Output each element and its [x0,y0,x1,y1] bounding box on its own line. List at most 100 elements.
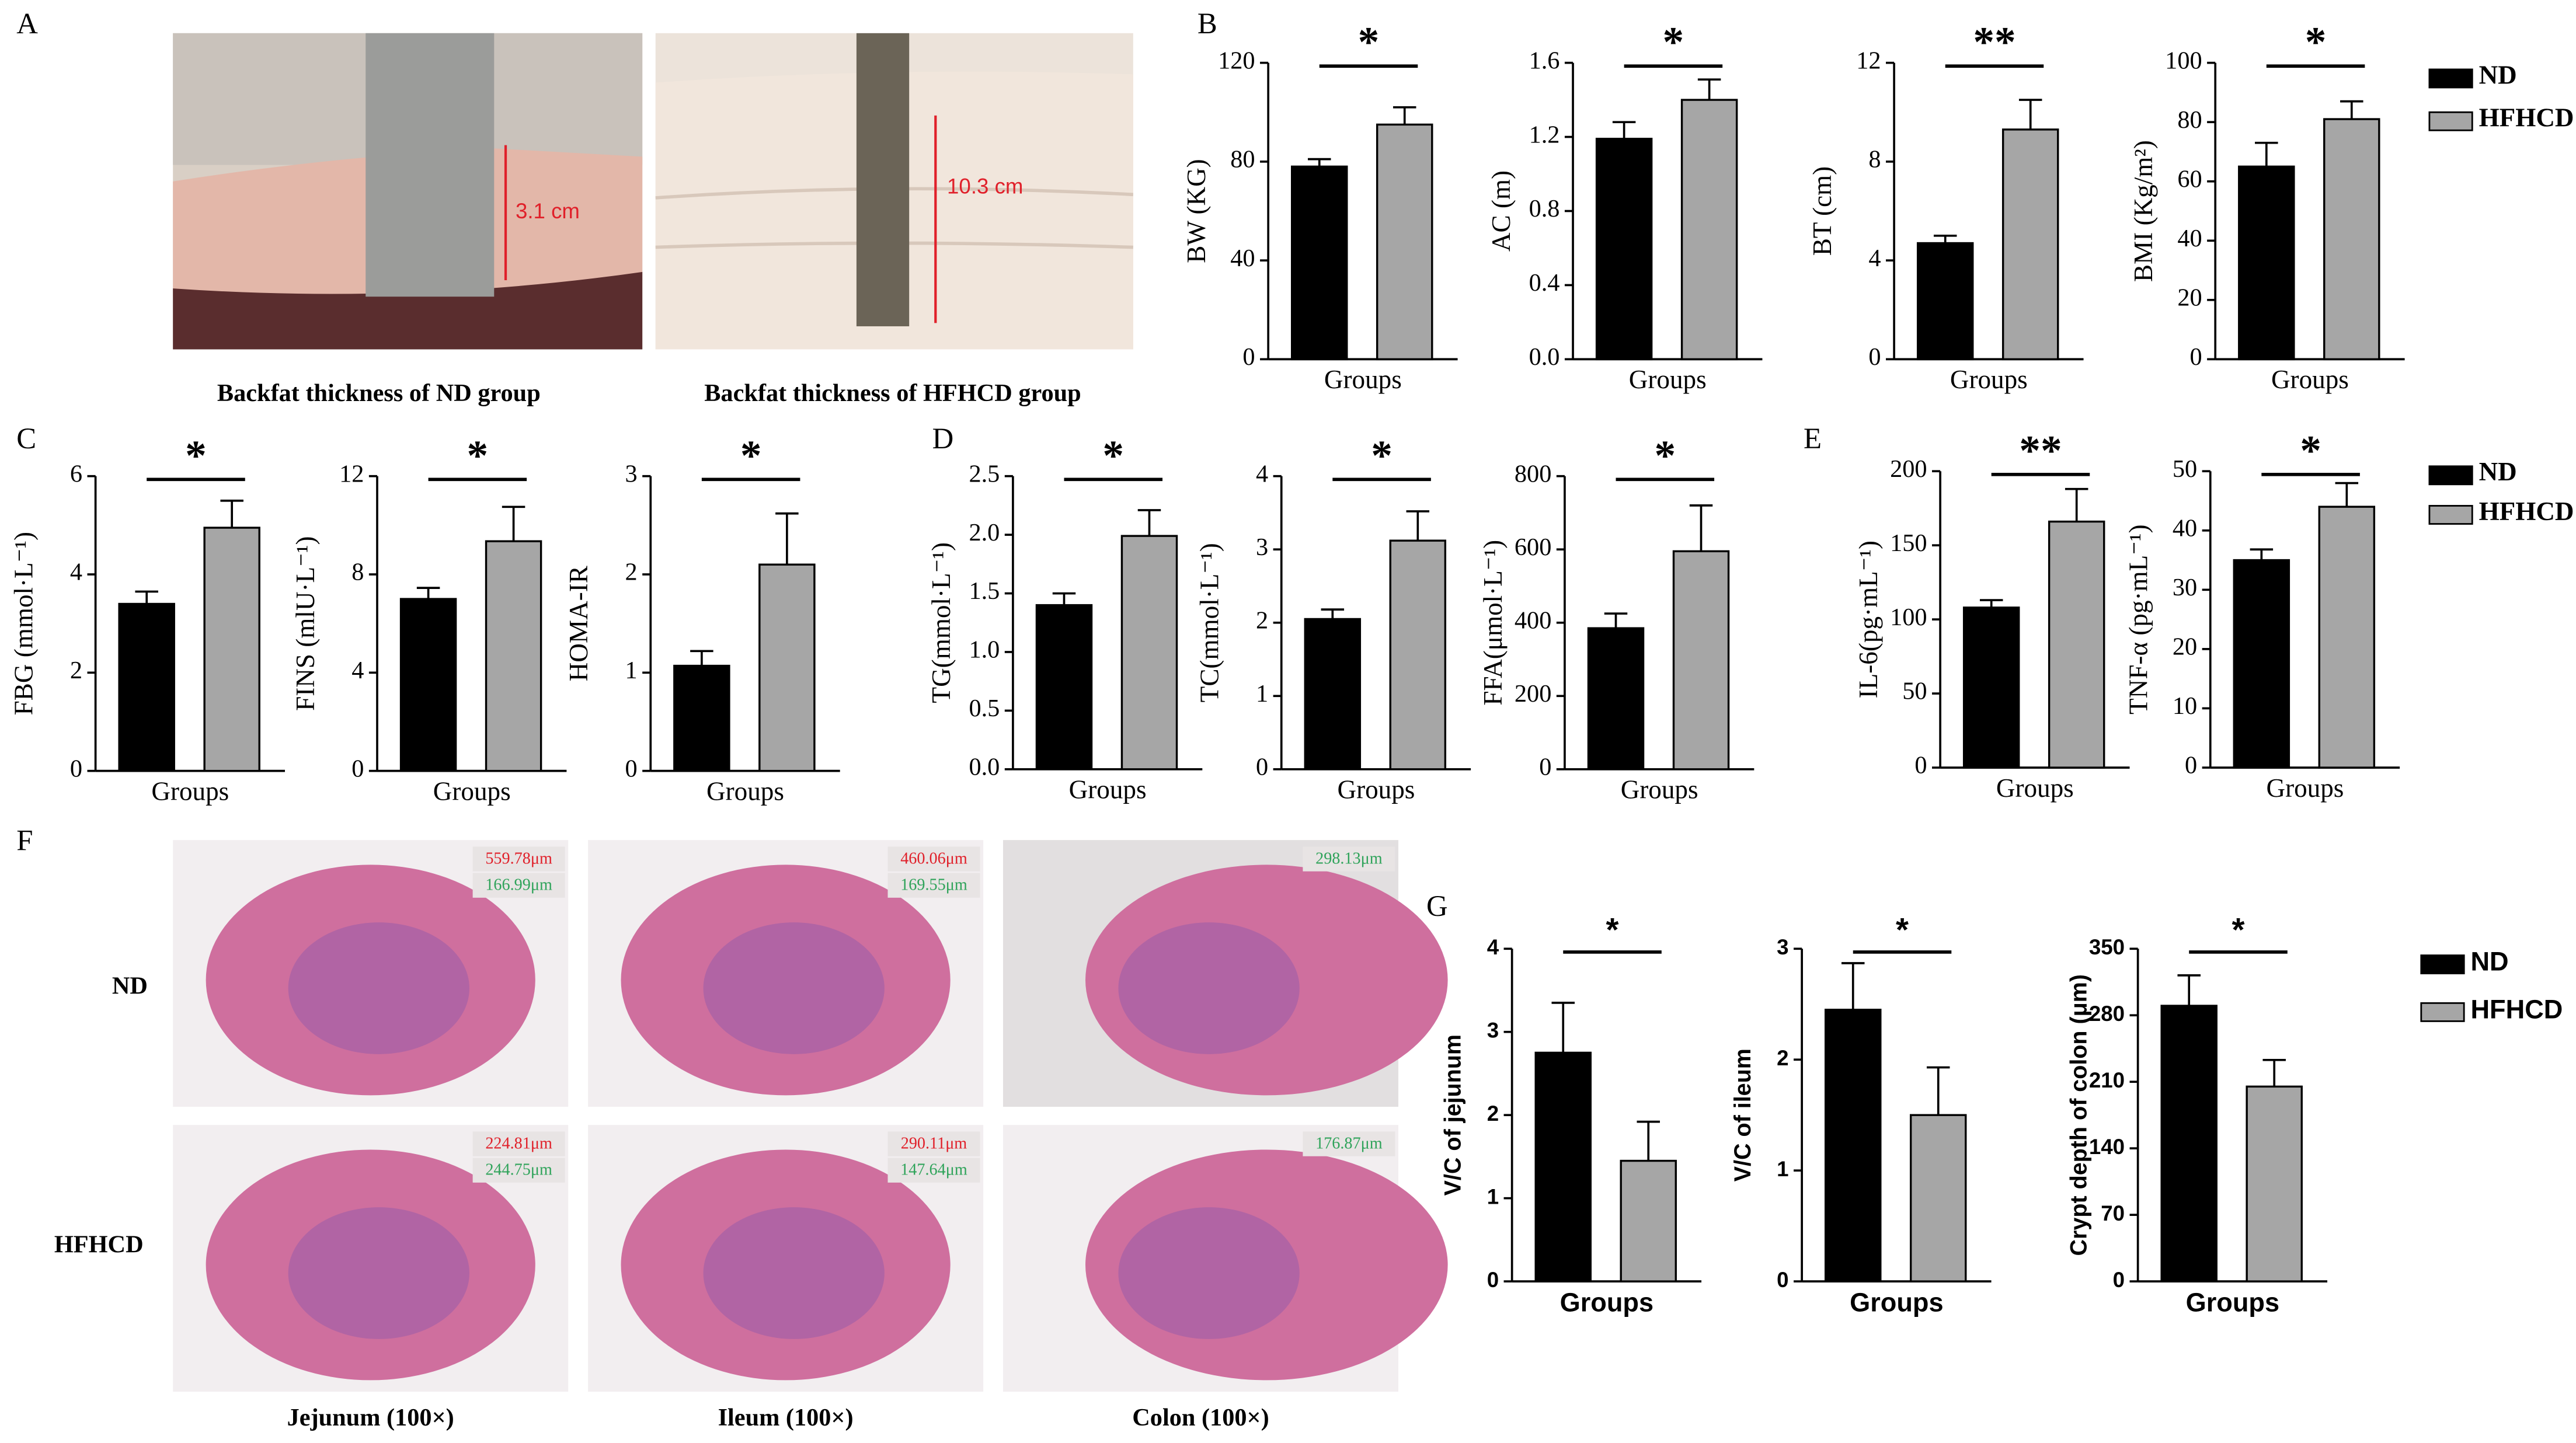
y-tick-label: 100 [2165,47,2202,74]
chart: 0 1 2 3 * Groups V/C of ileum [1730,911,1992,1317]
y-tick-label: 0 [1868,343,1881,371]
y-tick-label: 3 [1487,1018,1499,1042]
panel-label: C [16,422,36,455]
panel-label: F [16,824,33,856]
significance-label: * [1102,431,1124,479]
bar [2318,506,2376,769]
y-axis-label: BMI (Kg/m²) [2129,140,2158,282]
panel-label: E [1804,422,1822,455]
chart: 0 1 2 3 * Groups HOMA-IR [564,431,840,806]
significance-label: * [1371,431,1393,479]
x-axis-label: Groups [2271,365,2349,394]
bar [118,602,175,772]
tissue [1118,922,1300,1054]
measure-label: 559.78μm [485,849,552,867]
bar [1672,550,1730,771]
significance-label: * [1358,18,1380,65]
y-tick-label: 30 [2173,574,2197,601]
y-tick-label: 12 [339,460,364,487]
y-axis-label: FFA(μmol·L⁻¹) [1478,540,1508,706]
y-tick-label: 0.0 [1529,343,1560,371]
x-axis-label: Groups [1621,775,1698,804]
y-tick-label: 0.0 [969,754,1000,781]
y-tick-label: 0 [1777,1268,1788,1292]
y-tick-label: 0 [1487,1268,1499,1292]
measure-box [472,873,565,898]
x-axis-label: Groups [1629,365,1707,394]
y-tick-label: 120 [1218,47,1255,74]
y-tick-label: 50 [2173,455,2197,483]
chart: 0 20 40 60 80 100 * Groups BMI (Kg/m²) [2129,18,2405,394]
bar [673,664,730,772]
tissue [703,922,885,1054]
legend-swatch [2428,111,2473,131]
y-tick-label: 4 [1256,460,1268,487]
y-tick-label: 0 [2185,752,2197,779]
y-tick-label: 1.5 [969,577,1000,605]
significance-label: * [2300,427,2321,474]
chart: 0 1 2 3 4 * Groups V/C of jejunum [1440,911,1702,1317]
y-tick-label: 70 [2101,1201,2125,1225]
y-tick-label: 4 [1487,935,1499,959]
y-tick-label: 12 [1856,47,1881,74]
y-axis-label: V/C of ileum [1730,1048,1756,1181]
bar [2233,559,2290,769]
y-tick-label: 2 [70,657,82,684]
legend-swatch [2428,68,2473,89]
bar [203,527,260,772]
y-tick-label: 600 [1515,534,1551,561]
y-tick-label: 2 [1777,1046,1788,1070]
measure-box [472,1158,565,1183]
bar [758,563,816,772]
y-tick-label: 0.4 [1529,269,1560,297]
y-tick-label: 3 [1777,935,1788,959]
y-tick-label: 2 [625,559,638,586]
photo-hfhcd [504,33,1133,350]
y-tick-label: 20 [2177,284,2202,312]
y-tick-label: 0.8 [1529,195,1560,222]
y-axis-label: BT (cm) [1808,166,1837,256]
y-tick-label: 4 [1868,245,1881,272]
y-axis-label: Crypt depth of colon (μm) [2066,974,2091,1256]
y-tick-label: 40 [2177,225,2202,252]
y-tick-label: 0 [1539,754,1551,781]
chart: 0 200 400 600 800 * Groups FFA(μmol·L⁻¹) [1478,431,1755,804]
measure-box [472,1131,565,1156]
y-tick-label: 1 [1777,1157,1788,1181]
bar [1120,535,1178,771]
y-tick-label: 350 [2089,935,2125,959]
y-tick-label: 8 [1868,146,1881,173]
measure-box [887,846,980,872]
significance-label: * [1654,431,1676,479]
photo-caption: Backfat thickness of ND group [217,379,541,407]
legend-label: ND [2470,947,2508,977]
measure-label: 290.11μm [901,1134,967,1152]
bar [1291,165,1348,361]
bar [1389,539,1447,771]
x-axis-label: Groups [1996,773,2074,803]
measure-box [472,846,565,872]
y-tick-label: 0 [2113,1268,2125,1292]
tissue [288,1207,469,1339]
y-tick-label: 2 [1256,607,1268,634]
y-tick-label: 3 [1256,534,1268,561]
measure-label: 169.55μm [900,876,967,894]
measure-label: 298.13μm [1315,849,1383,867]
y-tick-label: 1 [1256,680,1268,707]
chart: 0 10 20 30 40 50 * Groups TNF-α (pg·mL⁻¹) [2124,427,2400,803]
y-tick-label: 0.5 [969,695,1000,722]
y-tick-label: 10 [2173,692,2197,720]
bar [1035,604,1093,771]
row-label: ND [112,973,148,1000]
bar [1304,618,1362,771]
y-tick-label: 3 [625,460,638,487]
bar [2238,165,2295,361]
significance-label: * [185,431,207,479]
bar [1909,1114,1967,1282]
x-axis-label: Groups [1850,1288,1943,1317]
legend-label: HFHCD [2479,497,2574,526]
legend-label: HFHCD [2470,994,2563,1024]
legend-swatch [2420,1002,2465,1022]
column-label: Colon (100×) [1132,1404,1269,1431]
